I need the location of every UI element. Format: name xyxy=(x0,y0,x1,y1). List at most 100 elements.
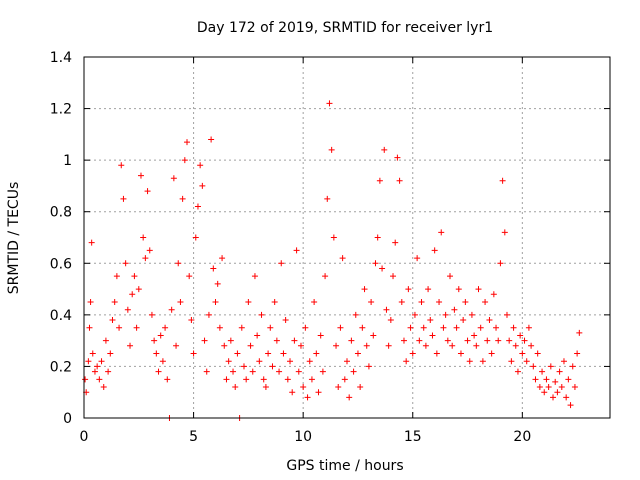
data-point xyxy=(477,324,484,331)
data-point xyxy=(563,394,570,401)
data-point xyxy=(245,298,252,305)
data-point xyxy=(479,358,486,365)
data-point xyxy=(170,175,177,182)
data-point xyxy=(475,286,482,293)
data-point xyxy=(120,195,127,202)
data-point xyxy=(102,337,109,344)
data-point xyxy=(164,376,171,383)
data-point xyxy=(484,337,491,344)
data-point xyxy=(96,376,103,383)
data-point xyxy=(194,203,201,210)
x-axis-label: GPS time / hours xyxy=(286,458,403,474)
data-point xyxy=(88,239,95,246)
data-point xyxy=(444,337,451,344)
data-point xyxy=(181,157,188,164)
data-point xyxy=(86,324,93,331)
x-tick-label: 15 xyxy=(404,429,422,445)
data-point xyxy=(403,358,410,365)
data-point xyxy=(352,311,359,318)
data-point xyxy=(201,337,208,344)
data-point xyxy=(122,260,129,267)
data-point xyxy=(392,239,399,246)
y-tick-label: 0.4 xyxy=(50,308,72,324)
data-point xyxy=(350,368,357,375)
data-point xyxy=(162,324,169,331)
data-point xyxy=(271,298,278,305)
data-point xyxy=(208,136,215,143)
data-point xyxy=(550,394,557,401)
data-point xyxy=(324,195,331,202)
data-point xyxy=(179,195,186,202)
data-point xyxy=(396,177,403,184)
data-point xyxy=(368,298,375,305)
data-point xyxy=(354,350,361,357)
data-point xyxy=(262,384,269,391)
data-point xyxy=(322,273,329,280)
data-point xyxy=(512,342,519,349)
data-point xyxy=(387,317,394,324)
data-point xyxy=(541,389,548,396)
data-point xyxy=(359,324,366,331)
data-point xyxy=(433,350,440,357)
data-point xyxy=(148,311,155,318)
data-point xyxy=(341,376,348,383)
y-tick-label: 1 xyxy=(63,153,72,169)
data-point xyxy=(85,358,92,365)
data-point xyxy=(308,376,315,383)
data-point xyxy=(501,229,508,236)
x-tick-label: 20 xyxy=(513,429,531,445)
data-point xyxy=(337,324,344,331)
data-point xyxy=(315,389,322,396)
data-point xyxy=(429,332,436,339)
data-point xyxy=(333,342,340,349)
data-point xyxy=(534,350,541,357)
data-point xyxy=(251,273,258,280)
data-point xyxy=(212,298,219,305)
data-point xyxy=(405,286,412,293)
data-point xyxy=(398,298,405,305)
data-point xyxy=(473,342,480,349)
data-point xyxy=(118,162,125,169)
y-axis-label: SRMTID / TECUs xyxy=(6,182,22,295)
data-point xyxy=(142,255,149,262)
data-point xyxy=(490,291,497,298)
data-point xyxy=(302,324,309,331)
data-point xyxy=(247,342,254,349)
data-point xyxy=(519,350,526,357)
data-point xyxy=(129,291,136,298)
data-point xyxy=(539,368,546,375)
data-point xyxy=(265,350,272,357)
data-point xyxy=(400,337,407,344)
x-axis-ticks: 0 5 10 15 20 xyxy=(80,57,531,445)
data-point xyxy=(543,376,550,383)
data-point xyxy=(190,350,197,357)
data-point xyxy=(464,337,471,344)
data-point xyxy=(363,342,370,349)
data-point xyxy=(517,332,524,339)
data-point xyxy=(418,298,425,305)
data-point xyxy=(447,273,454,280)
data-point xyxy=(306,358,313,365)
data-point xyxy=(497,260,504,267)
data-point xyxy=(431,247,438,254)
data-point xyxy=(545,384,552,391)
data-point xyxy=(258,311,265,318)
data-point xyxy=(109,317,116,324)
data-point xyxy=(184,139,191,146)
data-point xyxy=(192,234,199,241)
data-point xyxy=(510,324,517,331)
x-tick-label: 10 xyxy=(294,429,312,445)
data-point xyxy=(89,350,96,357)
data-point xyxy=(311,298,318,305)
data-point xyxy=(87,298,94,305)
data-point xyxy=(471,332,478,339)
data-point xyxy=(528,342,535,349)
data-point xyxy=(385,342,392,349)
data-point xyxy=(113,273,120,280)
data-point xyxy=(407,324,414,331)
data-point xyxy=(372,260,379,267)
data-point xyxy=(482,298,489,305)
data-point xyxy=(361,286,368,293)
data-point xyxy=(94,363,101,370)
data-point xyxy=(223,376,230,383)
